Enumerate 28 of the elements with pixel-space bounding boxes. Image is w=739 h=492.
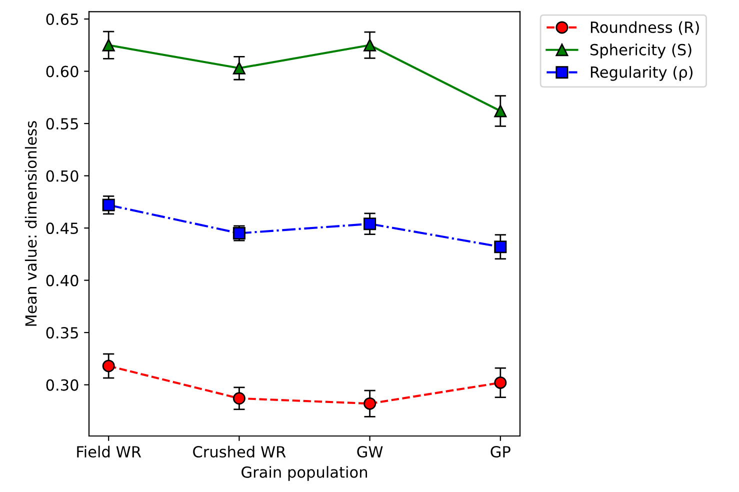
point (364, 38, 376, 52)
legend-label: Regularity (ρ) (590, 66, 692, 81)
y-tick-label: 0.55 (46, 118, 78, 130)
point (102, 360, 115, 372)
point (494, 104, 507, 118)
x-tick-label: GW (357, 446, 383, 458)
y-tick-label: 0.35 (46, 327, 78, 339)
y-tick-label: 0.60 (46, 66, 78, 78)
point (364, 218, 376, 230)
x-axis-title: Grain population (242, 466, 367, 481)
point (494, 376, 507, 389)
y-axis-title: Mean value: dimensionless (24, 121, 37, 326)
y-tick-label: 0.45 (46, 222, 78, 234)
point (232, 392, 246, 405)
point (232, 62, 246, 74)
point (494, 240, 507, 254)
x-tick-label: GP (490, 446, 510, 458)
point (364, 397, 376, 410)
y-tick-label: 0.65 (46, 13, 78, 26)
x-tick-label: Field WR (77, 446, 142, 458)
y-tick-label: 0.30 (46, 379, 78, 391)
legend-label: Roundness (R) (590, 21, 699, 35)
point (102, 38, 115, 52)
y-tick-label: 0.50 (46, 170, 78, 182)
y-tick-label: 0.40 (46, 274, 78, 286)
legend-label: Sphericity (S) (590, 44, 692, 58)
x-tick-label: Crushed WR (193, 446, 286, 458)
point (102, 198, 115, 212)
